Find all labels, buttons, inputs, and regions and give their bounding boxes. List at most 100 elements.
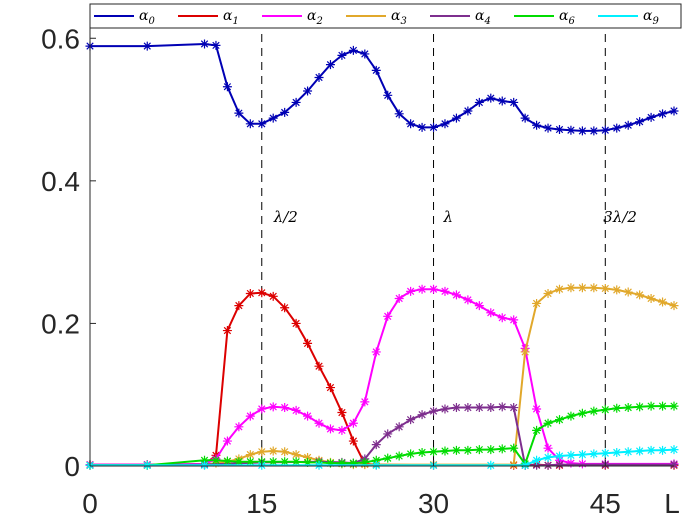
point-2-15 <box>348 418 358 428</box>
point-0-28 <box>497 96 507 106</box>
x-tick-label-1: 15 <box>246 488 277 519</box>
point-5-40 <box>635 402 645 412</box>
point-2-27 <box>486 308 496 318</box>
point-6-13 <box>577 450 587 460</box>
point-0-18 <box>383 90 393 100</box>
point-0-36 <box>589 126 599 136</box>
point-4-13 <box>440 404 450 414</box>
point-3-28 <box>612 285 622 295</box>
point-5-16 <box>360 457 370 467</box>
point-2-23 <box>440 286 450 296</box>
point-2-12 <box>314 418 324 428</box>
point-0-17 <box>371 65 381 75</box>
point-5-41 <box>646 401 656 411</box>
point-4-8 <box>383 429 393 439</box>
point-3-22 <box>543 288 553 298</box>
point-4-7 <box>371 440 381 450</box>
point-0-19 <box>394 109 404 119</box>
point-2-19 <box>394 293 404 303</box>
point-3-23 <box>554 284 564 294</box>
point-2-17 <box>371 347 381 357</box>
y-tick-label-3: 0.6 <box>41 23 80 54</box>
point-6-15 <box>600 448 610 458</box>
point-5-33 <box>554 415 564 425</box>
point-5-20 <box>406 449 416 459</box>
point-0-11 <box>303 86 313 96</box>
point-0-34 <box>566 125 576 135</box>
y-tick-label-2: 0.4 <box>41 166 80 197</box>
point-5-25 <box>463 445 473 455</box>
point-5-39 <box>623 403 633 413</box>
point-4-11 <box>417 410 427 420</box>
point-1-4 <box>222 326 232 336</box>
series-line-6 <box>90 448 675 467</box>
point-5-26 <box>474 445 484 455</box>
point-2-20 <box>406 286 416 296</box>
point-3-32 <box>658 297 668 307</box>
point-6-2 <box>200 460 210 470</box>
point-6-8 <box>520 460 530 470</box>
point-0-3 <box>211 40 221 50</box>
point-0-42 <box>658 109 668 119</box>
y-tick-label-1: 0.2 <box>41 308 80 339</box>
point-1-11 <box>303 338 313 348</box>
point-5-3 <box>211 455 221 465</box>
point-2-24 <box>451 290 461 300</box>
point-3-29 <box>623 287 633 297</box>
point-0-29 <box>509 97 519 107</box>
point-5-15 <box>348 458 358 468</box>
vline-label-2: 3λ/2 <box>603 208 637 226</box>
point-3-20 <box>520 347 530 357</box>
point-0-31 <box>532 120 542 130</box>
point-6-7 <box>486 460 496 470</box>
point-5-9 <box>280 457 290 467</box>
point-4-21 <box>532 460 542 470</box>
point-2-8 <box>268 402 278 412</box>
point-0-43 <box>669 106 679 116</box>
series-α0 <box>85 39 679 136</box>
point-5-4 <box>222 456 232 466</box>
point-2-4 <box>222 436 232 446</box>
point-0-1 <box>142 41 152 51</box>
chart-axes: 0 15 30 45 L 0 0.2 0.4 0.6 <box>41 23 680 519</box>
point-6-9 <box>532 455 542 465</box>
point-0-24 <box>451 113 461 123</box>
point-0-30 <box>520 113 530 123</box>
point-3-21 <box>532 298 542 308</box>
vline-label-1: λ <box>443 208 454 226</box>
point-0-13 <box>325 60 335 70</box>
point-1-7 <box>257 288 267 298</box>
point-0-39 <box>623 120 633 130</box>
point-2-25 <box>463 295 473 305</box>
point-6-17 <box>623 447 633 457</box>
point-6-16 <box>612 447 622 457</box>
point-0-12 <box>314 72 324 82</box>
point-4-18 <box>497 402 507 412</box>
point-2-32 <box>543 443 553 453</box>
point-5-13 <box>325 458 335 468</box>
point-5-31 <box>532 425 542 435</box>
point-0-40 <box>635 117 645 127</box>
point-4-19 <box>509 403 519 413</box>
point-5-6 <box>245 457 255 467</box>
series-α6 <box>85 401 679 470</box>
point-1-14 <box>337 408 347 418</box>
point-1-8 <box>268 291 278 301</box>
point-0-5 <box>234 108 244 118</box>
point-5-27 <box>486 445 496 455</box>
point-3-27 <box>600 283 610 293</box>
point-5-14 <box>337 458 347 468</box>
vline-label-0: λ/2 <box>273 208 298 226</box>
point-2-22 <box>429 284 439 294</box>
point-1-9 <box>280 303 290 313</box>
point-6-14 <box>589 449 599 459</box>
point-2-5 <box>234 422 244 432</box>
point-5-2 <box>200 455 210 465</box>
chart-series-layer <box>85 39 679 470</box>
point-0-21 <box>417 122 427 132</box>
point-6-18 <box>635 446 645 456</box>
point-6-4 <box>314 460 324 470</box>
series-α3 <box>85 283 679 470</box>
point-5-18 <box>383 453 393 463</box>
